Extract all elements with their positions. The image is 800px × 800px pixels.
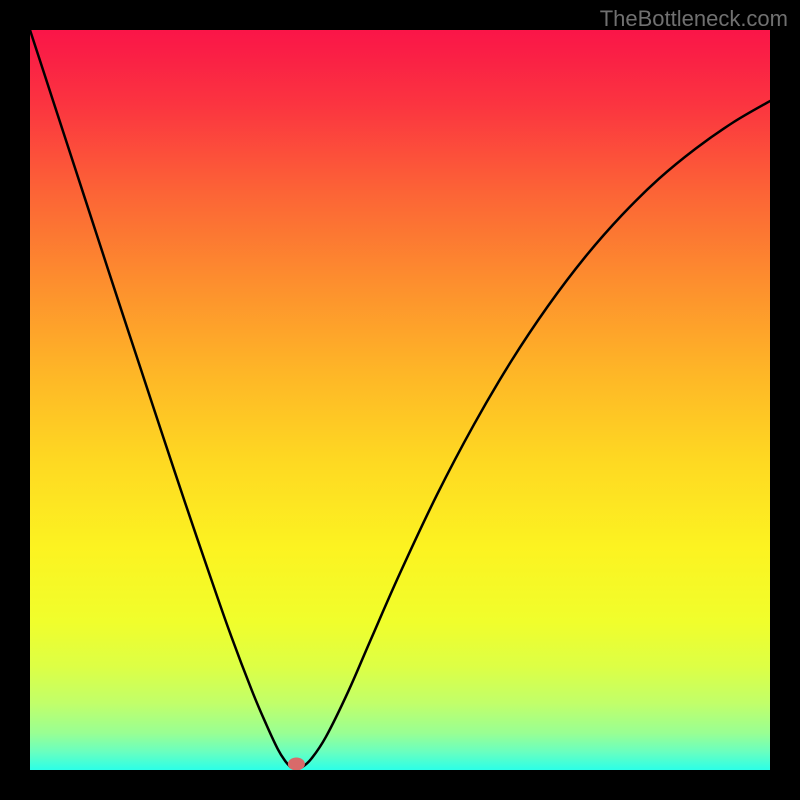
watermark-text: TheBottleneck.com (600, 6, 788, 32)
plot-area (30, 30, 770, 770)
minimum-marker (288, 758, 304, 770)
bottleneck-curve (30, 30, 770, 770)
